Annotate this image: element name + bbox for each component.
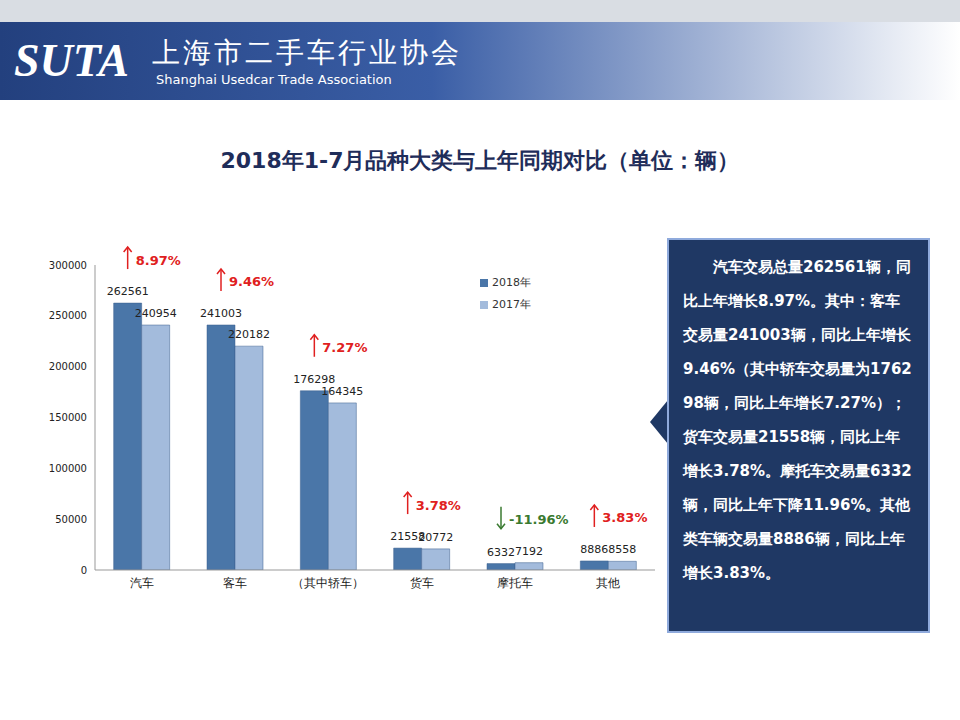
svg-text:150000: 150000 [49,412,87,423]
svg-text:汽车: 汽车 [130,576,154,590]
svg-text:50000: 50000 [55,514,87,525]
svg-text:241003: 241003 [200,307,242,320]
html-text:2018年1-7月品种大类与上年同期对比（单位：辆）: 2018年1-7月品种大类与上年同期对比（单位：辆） [220,148,740,173]
svg-text:3.78%: 3.78% [416,498,461,513]
svg-text:其他: 其他 [596,576,620,590]
svg-text:0: 0 [81,565,87,576]
svg-text:164345: 164345 [321,385,363,398]
svg-text:200000: 200000 [49,361,87,372]
svg-text:262561: 262561 [107,285,149,298]
svg-text:300000: 300000 [49,260,87,271]
svg-text:（其中轿车）: （其中轿车） [292,576,364,590]
html-text:2018年: 2018年 [492,276,531,289]
svg-text:-11.96%: -11.96% [509,512,569,527]
svg-text:8886: 8886 [580,543,608,556]
svg-text:250000: 250000 [49,310,87,321]
html-text:2017年: 2017年 [492,298,531,311]
svg-text:6332: 6332 [487,546,515,559]
svg-text:7192: 7192 [515,545,543,558]
svg-text:客车: 客车 [223,576,247,590]
svg-text:9.46%: 9.46% [229,274,274,289]
svg-text:7.27%: 7.27% [322,340,367,355]
svg-text:240954: 240954 [135,307,177,320]
svg-text:100000: 100000 [49,463,87,474]
svg-text:21558: 21558 [390,530,426,544]
html-text:上海市二手车行业协会: 上海市二手车行业协会 [152,36,462,69]
svg-text:3.83%: 3.83% [602,510,647,525]
svg-text:货车: 货车 [410,576,434,590]
svg-text:176298: 176298 [293,373,335,386]
html-text:汽车交易总量262561辆，同比上年增长8.97%。其中：客: 汽车交易总量262561辆，同比上年增长8.97%。其中：客车交易量241003… [683,258,912,582]
html-text:Shanghai Usedcar Trade Associa: Shanghai Usedcar Trade Association [156,72,392,87]
svg-text:摩托车: 摩托车 [497,576,533,590]
svg-text:8.97%: 8.97% [136,253,181,268]
svg-text:8558: 8558 [608,543,636,556]
html-text:SUTA: SUTA [14,35,129,86]
svg-text:220182: 220182 [228,328,270,341]
svg-text:20772: 20772 [418,531,453,544]
